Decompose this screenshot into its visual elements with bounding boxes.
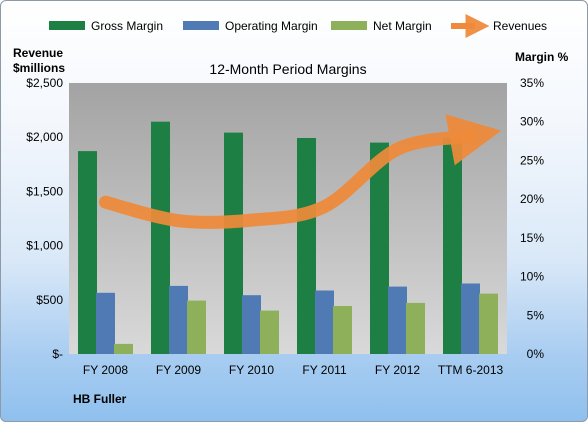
right-tick-label: 30%: [520, 115, 544, 129]
legend-swatch-gross-margin: [49, 21, 85, 30]
chart-title: 12-Month Period Margins: [209, 61, 366, 77]
bar-net-margin: [260, 310, 279, 354]
category-label: FY 2012: [375, 363, 420, 377]
category-label: TTM 6-2013: [438, 363, 504, 377]
right-tick-label: 35%: [520, 76, 544, 90]
left-tick-label: $-: [52, 347, 63, 361]
right-tick-label: 15%: [520, 231, 544, 245]
right-tick-label: 20%: [520, 192, 544, 206]
bar-operating-margin: [169, 285, 188, 354]
right-axis-title: Margin %: [515, 50, 569, 64]
right-tick-label: 5%: [527, 308, 545, 322]
left-tick-label: $2,000: [26, 130, 63, 144]
bar-operating-margin: [388, 286, 407, 354]
legend: Gross Margin Operating Margin Net Margin…: [49, 14, 547, 38]
legend-label-gross-margin: Gross Margin: [91, 19, 163, 33]
bar-net-margin: [479, 293, 498, 354]
category-label: FY 2011: [302, 363, 347, 377]
bar-operating-margin: [315, 290, 334, 354]
bar-gross-margin: [224, 132, 243, 354]
category-label: FY 2008: [83, 363, 128, 377]
bar-net-margin: [114, 343, 133, 354]
bar-gross-margin: [370, 142, 389, 354]
bar-net-margin: [406, 302, 425, 354]
category-label: FY 2010: [229, 363, 274, 377]
bar-gross-margin: [297, 138, 316, 354]
legend-label-revenues: Revenues: [493, 19, 547, 33]
legend-label-net-margin: Net Margin: [373, 19, 432, 33]
left-tick-label: $1,500: [26, 184, 63, 198]
left-tick-label: $500: [36, 293, 63, 307]
left-axis-title: Revenue $millions: [13, 46, 66, 75]
bar-gross-margin: [443, 138, 462, 354]
bar-gross-margin: [151, 121, 170, 354]
bar-operating-margin: [461, 283, 480, 354]
bar-net-margin: [187, 300, 206, 354]
legend-swatch-operating-margin: [183, 21, 219, 30]
left-tick-label: $1,000: [26, 239, 63, 253]
bar-net-margin: [333, 306, 352, 354]
company-name: HB Fuller: [73, 392, 127, 406]
legend-swatch-net-margin: [331, 21, 367, 30]
bar-operating-margin: [96, 292, 115, 354]
bar-operating-margin: [242, 295, 261, 354]
revenues-line: [99, 114, 502, 229]
right-tick-label: 0%: [527, 347, 545, 361]
right-tick-label: 10%: [520, 270, 544, 284]
legend-label-operating-margin: Operating Margin: [225, 19, 318, 33]
bar-gross-margin: [78, 151, 97, 354]
right-tick-label: 25%: [520, 153, 544, 167]
category-label: FY 2009: [156, 363, 201, 377]
left-tick-label: $2,500: [26, 76, 63, 90]
